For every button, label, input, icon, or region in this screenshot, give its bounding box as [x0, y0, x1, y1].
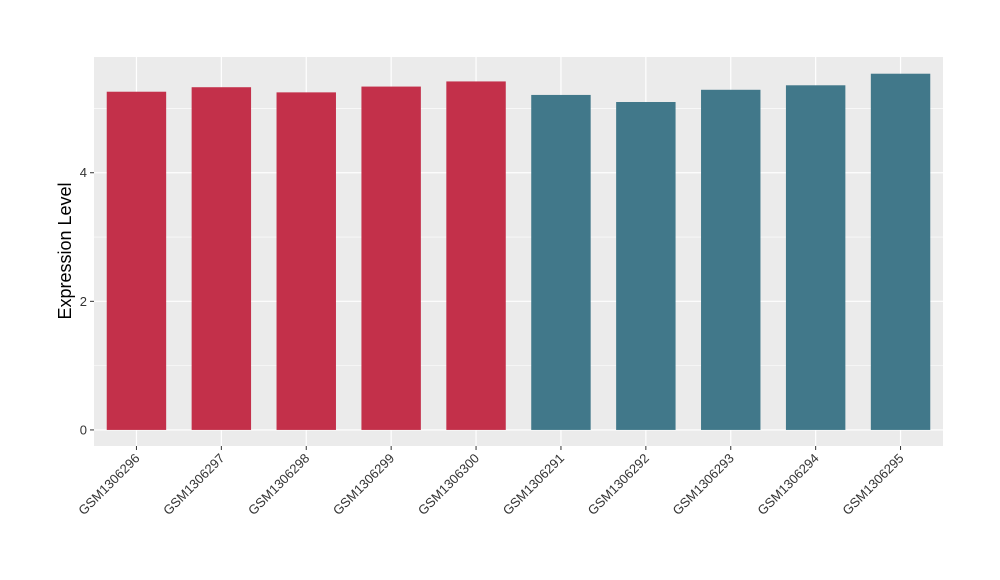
x-tick-label: GSM1306293	[670, 451, 737, 518]
y-tick-label: 4	[80, 165, 87, 180]
x-tick-label: GSM1306295	[839, 451, 906, 518]
y-tick-label: 0	[80, 422, 87, 437]
bar	[361, 86, 421, 430]
x-axis: GSM1306296 GSM1306297 GSM1306298 GSM1306299…	[75, 446, 907, 518]
bar	[701, 89, 761, 430]
bar	[106, 91, 167, 430]
x-tick-label: GSM1306298	[245, 451, 312, 518]
y-tick-label: 2	[80, 294, 87, 309]
x-tick-label: GSM1306296	[75, 451, 142, 518]
bar	[785, 85, 846, 430]
bar	[616, 102, 676, 430]
y-axis: 0 2 4	[80, 165, 94, 437]
bar	[531, 94, 591, 430]
x-tick-label: GSM1306294	[754, 451, 821, 518]
bar	[870, 73, 931, 430]
bars	[106, 73, 931, 430]
y-axis-title: Expression Level	[55, 182, 75, 319]
x-tick-label: GSM1306297	[160, 451, 227, 518]
bar	[276, 92, 336, 430]
x-tick-label: GSM1306300	[415, 451, 482, 518]
x-tick-label: GSM1306291	[500, 451, 567, 518]
x-tick-label: GSM1306299	[330, 451, 397, 518]
x-tick-label: GSM1306292	[585, 451, 652, 518]
bar	[191, 87, 252, 430]
bar	[446, 81, 506, 430]
